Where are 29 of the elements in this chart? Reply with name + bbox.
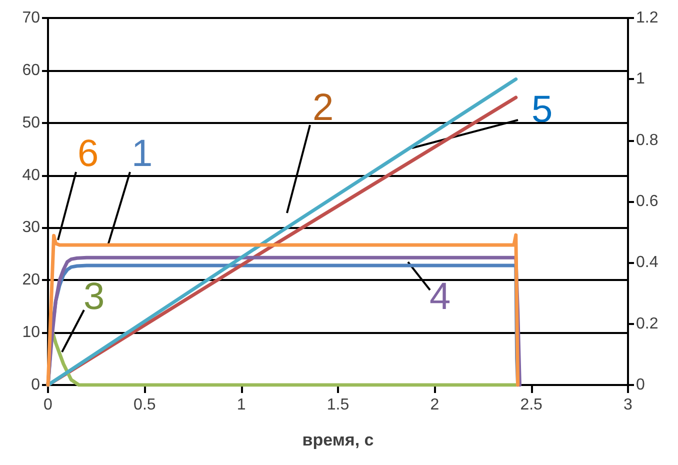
x-tick-label: 1 bbox=[236, 396, 246, 414]
x-tick-label: 3 bbox=[624, 396, 633, 414]
y2-tick-label: 1.2 bbox=[636, 10, 658, 26]
text: 1 bbox=[131, 133, 153, 175]
y2-tick-label: 0.2 bbox=[636, 315, 658, 332]
y-tick-label: 50 bbox=[22, 114, 40, 132]
x-axis-title: время, с bbox=[302, 430, 374, 450]
y2-tick-label: 1 bbox=[636, 70, 645, 88]
x-tick-label: 2.5 bbox=[520, 396, 543, 414]
y-tick-label: 20 bbox=[22, 272, 40, 289]
y2-tick-label: 0.4 bbox=[636, 254, 658, 272]
y2-tick-label: 0.6 bbox=[636, 193, 658, 210]
x-tick-label: 0.5 bbox=[134, 396, 156, 414]
y-tick-label: 40 bbox=[22, 166, 40, 184]
y2-tick-label: 0.8 bbox=[636, 132, 658, 149]
series-label: 2 bbox=[312, 87, 334, 129]
series-label: 3 bbox=[83, 276, 105, 318]
x-tick-label: 0 bbox=[44, 396, 53, 414]
series-label: 6 bbox=[77, 133, 99, 175]
y-tick-label: 70 bbox=[22, 10, 40, 26]
y-tick-label: 10 bbox=[22, 324, 40, 342]
y-tick-label: 30 bbox=[22, 219, 40, 236]
series-label: 4 bbox=[429, 276, 451, 318]
x-tick-label: 2 bbox=[430, 396, 440, 414]
y-tick-label: 0 bbox=[31, 376, 40, 394]
series-label: 5 bbox=[531, 89, 553, 131]
x-tick-label: 1.5 bbox=[326, 396, 350, 414]
y-tick-label: 60 bbox=[22, 62, 40, 79]
y2-tick-label: 0 bbox=[636, 376, 645, 394]
